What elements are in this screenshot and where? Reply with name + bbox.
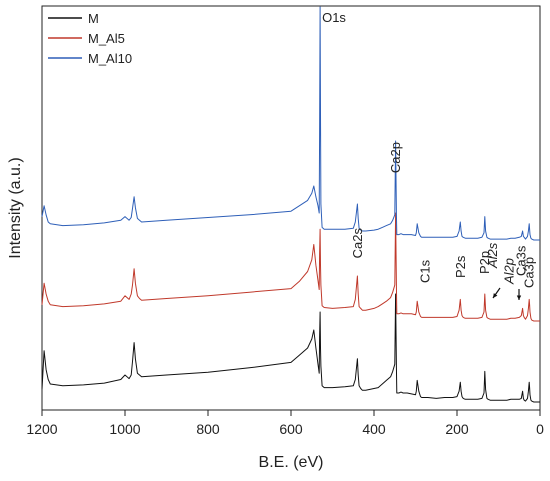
x-axis-ticks: 1200 1000 800 600 400 200 0 [26, 410, 544, 437]
peak-label-ca3s: Ca3s [514, 245, 529, 276]
legend-label: M [88, 11, 99, 26]
x-tick-label: 200 [445, 421, 469, 437]
x-tick-label: 600 [279, 421, 303, 437]
al2s-arrow-icon-head [493, 293, 498, 298]
ca3s-arrow-icon-head [516, 295, 522, 300]
peak-label-ca3p: Ca3p [522, 257, 537, 288]
peak-label-o1s: O1s [322, 10, 346, 25]
x-tick-label: 0 [536, 421, 544, 437]
y-axis-title: Intensity (a.u.) [7, 157, 24, 258]
series-line-m-al5 [41, 212, 540, 322]
peak-label-p2s: P2s [453, 255, 468, 278]
peak-label-ca2s: Ca2s [350, 228, 365, 259]
series-line-m-al10 [41, 6, 540, 241]
peak-label-ca2p: Ca2p [388, 142, 403, 173]
peak-label-al2s: Al2s [485, 242, 500, 269]
legend-label: M_Al10 [88, 51, 132, 66]
series-line-m [41, 293, 540, 403]
x-tick-label: 1000 [109, 421, 140, 437]
peak-label-c1s: C1s [418, 259, 433, 283]
series-layer [41, 6, 540, 403]
peak-label-al2p: Al2p [501, 258, 516, 285]
peak-label-p2p: P2p [477, 251, 492, 274]
legend: M M_Al5 M_Al10 [48, 11, 132, 66]
plot-frame [41, 5, 541, 411]
x-axis-title: B.E. (eV) [259, 454, 324, 471]
x-tick-label: 1200 [26, 421, 57, 437]
x-tick-label: 400 [362, 421, 386, 437]
legend-label: M_Al5 [88, 31, 125, 46]
x-tick-label: 800 [196, 421, 220, 437]
